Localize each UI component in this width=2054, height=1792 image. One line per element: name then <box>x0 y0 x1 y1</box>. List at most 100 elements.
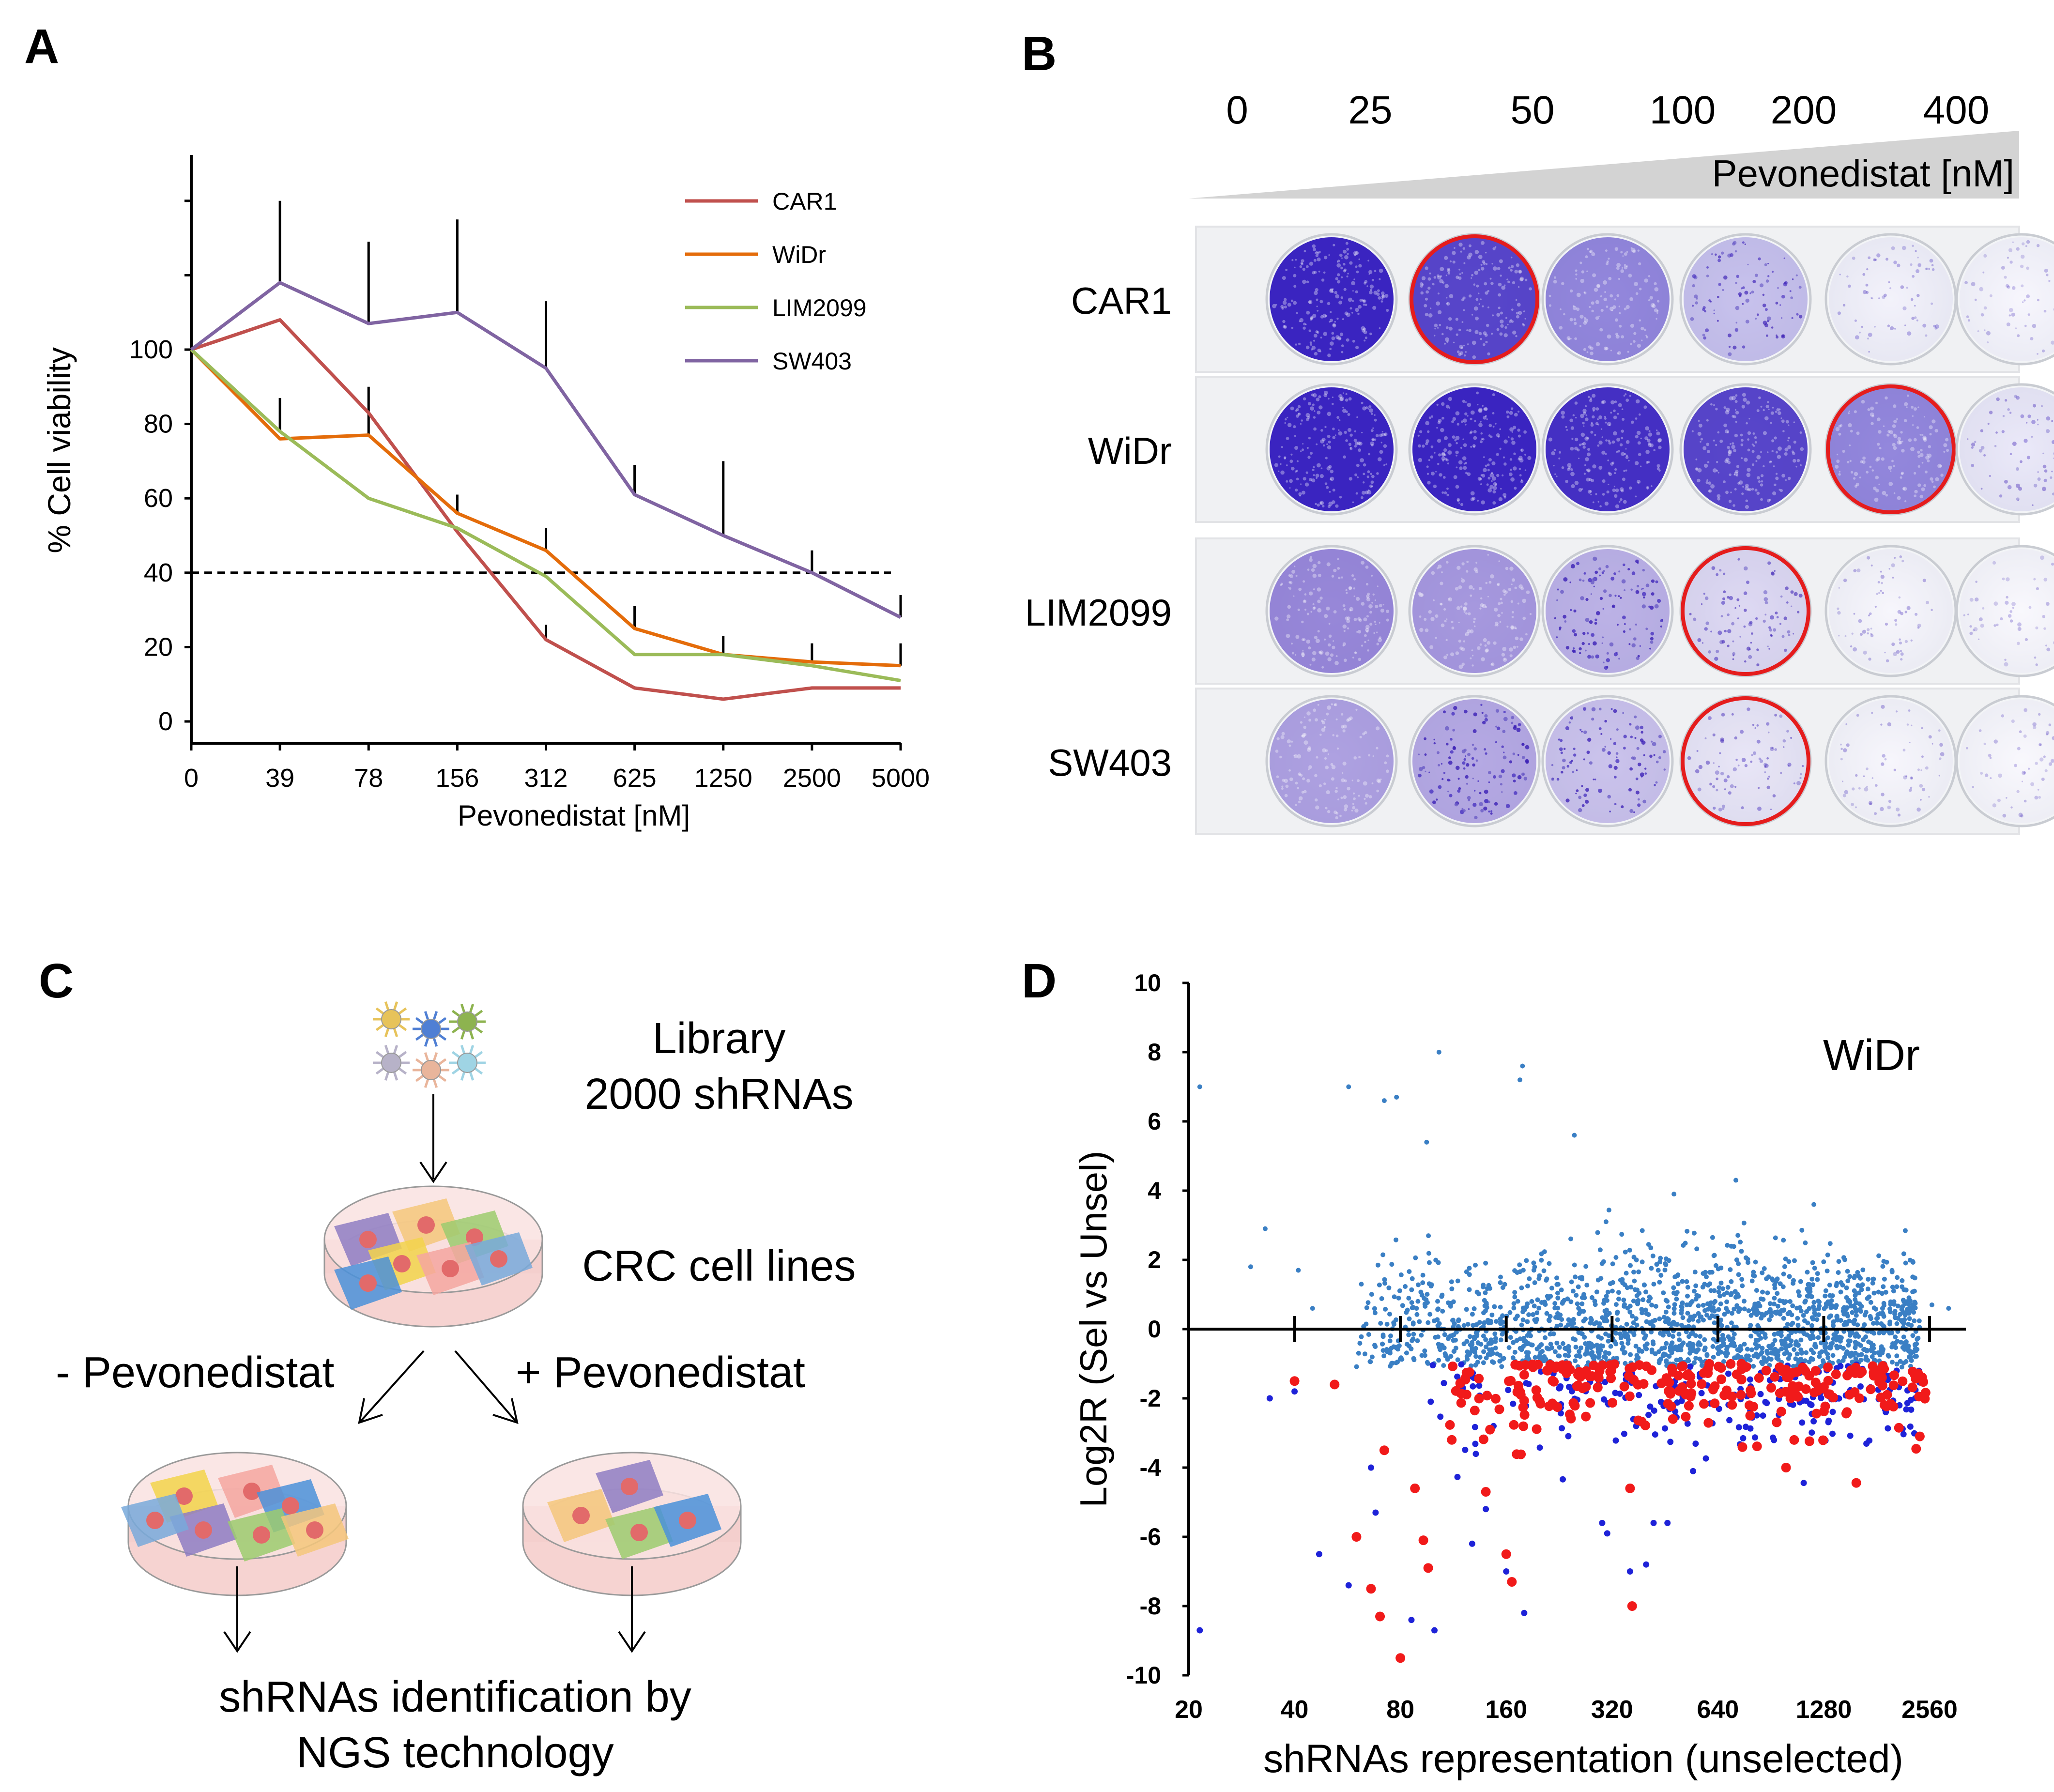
shrna-point <box>1686 1342 1691 1348</box>
colony-speck <box>1516 263 1519 267</box>
colony-speck <box>1597 418 1599 420</box>
colony-speck <box>1888 281 1890 283</box>
colony-speck <box>1504 326 1507 329</box>
colony-speck <box>1448 761 1450 764</box>
colony-speck <box>1743 591 1747 595</box>
colony-speck <box>1425 297 1428 301</box>
colony-speck <box>1874 606 1877 608</box>
colony-speck <box>1348 397 1352 401</box>
colony-speck <box>1440 582 1443 585</box>
shrna-point <box>1811 1300 1817 1305</box>
colony-speck <box>1570 337 1572 340</box>
colony-speck <box>1455 318 1458 321</box>
shrna-point <box>1375 1262 1380 1268</box>
colony-speck <box>1375 605 1379 609</box>
colony-speck <box>1311 658 1316 662</box>
well-stain <box>1829 387 1953 511</box>
shrna-point <box>1511 1340 1516 1345</box>
colony-speck <box>1472 314 1473 316</box>
colony-speck <box>1485 649 1488 653</box>
colony-speck <box>1609 294 1613 298</box>
colony-speck <box>1717 295 1719 298</box>
colony-speck <box>1441 763 1443 765</box>
colony-speck <box>1853 569 1857 572</box>
shrna-point <box>1409 1287 1414 1292</box>
well-stain <box>1412 699 1536 823</box>
colony-speck <box>1871 297 1873 300</box>
colony-speck <box>1516 311 1519 315</box>
colony-speck <box>1640 465 1642 467</box>
shrna-point <box>1901 1287 1907 1292</box>
colony-speck <box>1636 657 1640 660</box>
colony-speck <box>1417 434 1420 437</box>
cell-nucleus <box>195 1521 212 1539</box>
colony-speck <box>1511 320 1514 323</box>
colony-speck <box>1339 397 1343 401</box>
colony-speck <box>1743 398 1747 402</box>
shrna-point <box>1538 1342 1543 1348</box>
colony-speck <box>1561 411 1565 415</box>
shrna-point <box>1641 1282 1647 1287</box>
shrna-point <box>1511 1305 1517 1311</box>
colony-speck <box>1707 450 1710 453</box>
colony-speck <box>1318 651 1321 654</box>
colony-speck <box>1479 477 1482 480</box>
colony-speck <box>1730 443 1732 445</box>
colony-speck <box>1490 435 1493 438</box>
colony-speck <box>1876 593 1879 595</box>
colony-speck <box>1301 620 1304 624</box>
colony-speck <box>1316 306 1318 307</box>
shrna-point <box>1394 1317 1399 1322</box>
colony-speck <box>1471 649 1473 652</box>
colony-speck <box>1587 469 1590 472</box>
shrna-point <box>1912 1300 1917 1305</box>
shrna-point <box>1746 1308 1751 1313</box>
colony-speck <box>1381 294 1385 299</box>
colony-speck <box>1585 417 1589 421</box>
colony-speck <box>1768 648 1770 650</box>
shrna-point <box>1679 1323 1685 1328</box>
colony-speck <box>1472 620 1475 623</box>
colony-speck <box>1340 296 1343 299</box>
colony-speck <box>1583 730 1587 735</box>
shrna-point <box>1491 1360 1496 1365</box>
shrna-point <box>1425 1292 1430 1297</box>
shrna-point <box>1425 1361 1430 1366</box>
shrna-point <box>1889 1268 1895 1273</box>
shrna-point <box>1436 1342 1441 1347</box>
colony-speck <box>1286 480 1288 483</box>
colony-speck <box>1560 751 1563 754</box>
colony-speck <box>1346 312 1350 317</box>
colony-speck <box>1607 795 1611 799</box>
colony-speck <box>1732 241 1737 245</box>
colony-speck <box>1352 803 1354 805</box>
colony-speck <box>1603 297 1607 302</box>
colony-speck <box>1430 455 1434 459</box>
colony-speck <box>1419 430 1423 433</box>
colony-speck <box>1302 267 1305 271</box>
colony-speck <box>1573 647 1575 649</box>
colony-speck <box>1462 247 1465 250</box>
colony-speck <box>1328 623 1331 625</box>
shrna-point <box>1570 1288 1576 1294</box>
colony-speck <box>1459 345 1463 349</box>
shrna-point <box>1717 1285 1722 1290</box>
colony-speck <box>1993 624 1996 627</box>
colony-speck <box>1493 482 1497 486</box>
colony-speck <box>1850 429 1853 433</box>
colony-speck <box>1624 623 1626 625</box>
colony-speck <box>1318 250 1321 254</box>
colony-speck <box>2022 781 2023 782</box>
colony-speck <box>1442 476 1446 479</box>
shrna-point <box>1584 1342 1589 1347</box>
colony-speck <box>1518 458 1520 460</box>
colony-speck <box>1489 485 1494 489</box>
shrna-point <box>1718 1280 1724 1286</box>
colony-speck <box>1503 751 1505 753</box>
shrna-point <box>1802 1358 1808 1363</box>
colony-speck <box>1302 448 1304 451</box>
y-tick-label: 0 <box>158 707 173 736</box>
colony-speck <box>1439 473 1442 477</box>
colony-speck <box>1966 315 1969 318</box>
colony-speck <box>1559 747 1563 751</box>
